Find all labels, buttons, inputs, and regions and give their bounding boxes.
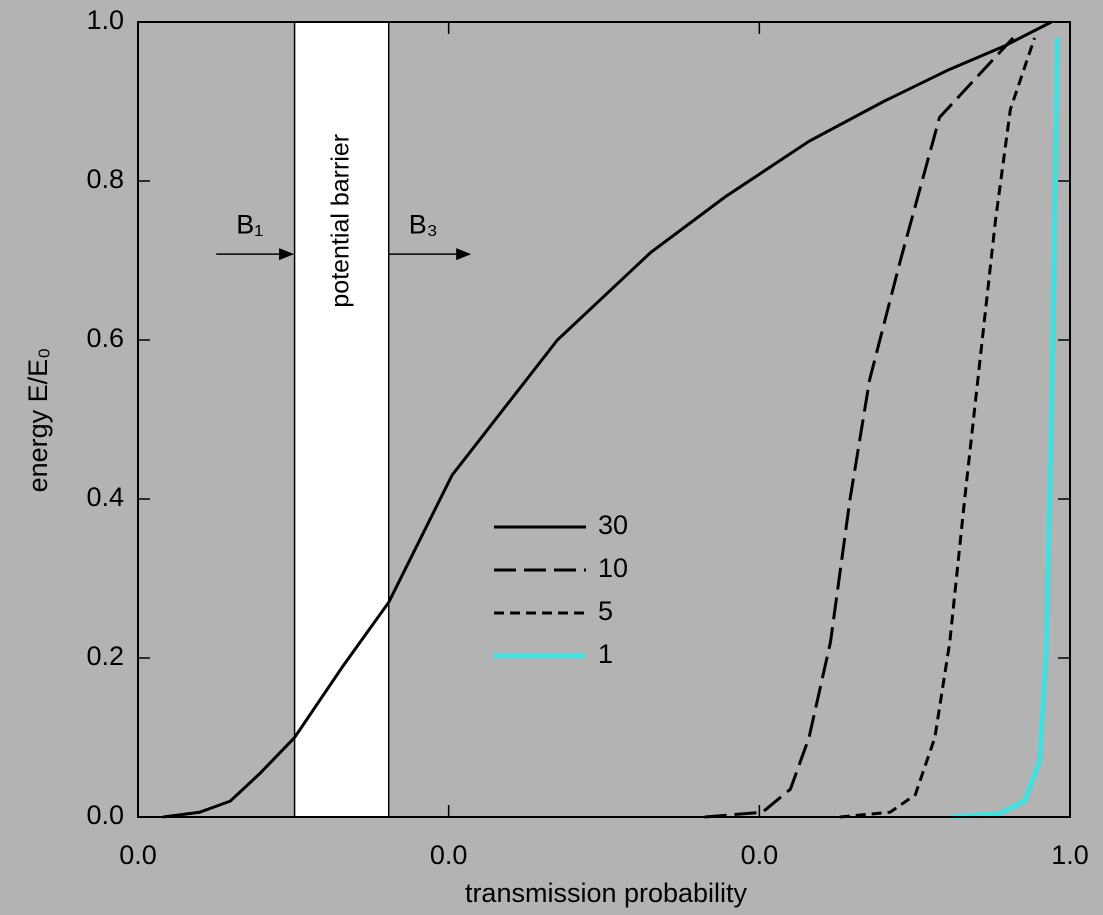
legend-label: 5: [598, 596, 613, 626]
barrier-label: potential barrier: [326, 134, 354, 308]
potential-barrier: [293, 21, 390, 818]
x-tick-label: 0.0: [741, 840, 779, 870]
y-tick-label: 0.2: [86, 641, 124, 671]
y-tick-label: 0.0: [86, 800, 124, 830]
x-axis-label: transmission probability: [465, 878, 748, 908]
series-line: [162, 20, 1053, 819]
legend-label: 10: [598, 553, 628, 583]
y-tick-label: 0.8: [86, 164, 124, 194]
legend-label: 30: [598, 510, 628, 540]
y-axis-label: energy E/E₀: [23, 348, 53, 493]
x-tick-label: 0.0: [119, 840, 157, 870]
legend-label: 1: [598, 639, 613, 669]
plot-frame: [137, 21, 1071, 818]
arrow-label: B₁: [236, 209, 263, 239]
series-line: [839, 37, 1037, 819]
series-line: [951, 37, 1061, 820]
y-tick-label: 0.4: [86, 482, 124, 512]
y-tick-label: 1.0: [86, 5, 124, 35]
arrow-label: B₃: [409, 209, 438, 239]
series-line: [704, 36, 1015, 819]
x-tick-label: 1.0: [1051, 840, 1089, 870]
x-tick-label: 0.0: [430, 840, 468, 870]
y-tick-label: 0.6: [86, 323, 124, 353]
